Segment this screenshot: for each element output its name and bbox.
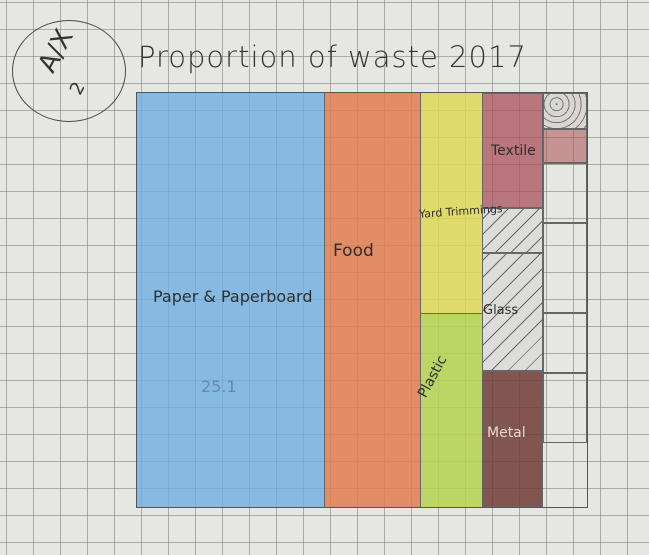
glass-block: [482, 253, 543, 371]
textile-label: Textile: [491, 143, 536, 159]
chart-title: Proportion of waste 2017: [138, 40, 527, 74]
badge-circle: [12, 20, 126, 122]
paper-value: 25.1: [201, 377, 237, 396]
hatched-block: [482, 208, 543, 253]
plastic-block: [420, 313, 483, 507]
misc-block-dotted: [543, 93, 587, 129]
glass-label: Glass: [483, 303, 519, 318]
misc-block-red: [543, 129, 587, 163]
food-block: [324, 93, 421, 507]
misc-block-5: [543, 313, 587, 373]
misc-block-3: [543, 163, 587, 223]
paper-label: Paper & Paperboard: [153, 287, 313, 306]
metal-label: Metal: [487, 425, 526, 441]
waste-mosaic-chart: Paper & Paperboard 25.1 Food Yard Trimmi…: [136, 92, 588, 508]
metal-block: [482, 371, 543, 507]
misc-block-6: [543, 373, 587, 443]
food-label: Food: [333, 241, 374, 261]
paper-block: [137, 93, 324, 507]
textile-block: [482, 93, 543, 208]
misc-block-4: [543, 223, 587, 313]
yard-trimmings-block: [420, 93, 483, 313]
